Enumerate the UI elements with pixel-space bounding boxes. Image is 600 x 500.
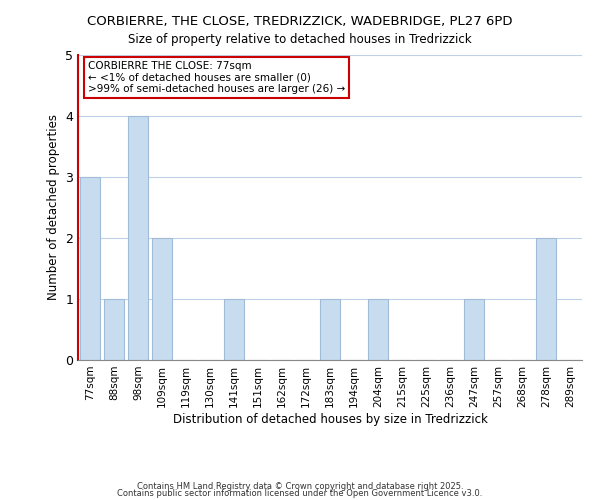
Bar <box>128 116 148 360</box>
X-axis label: Distribution of detached houses by size in Tredrizzick: Distribution of detached houses by size … <box>173 412 487 426</box>
Text: CORBIERRE, THE CLOSE, TREDRIZZICK, WADEBRIDGE, PL27 6PD: CORBIERRE, THE CLOSE, TREDRIZZICK, WADEB… <box>87 15 513 28</box>
Bar <box>464 299 484 360</box>
Text: Contains public sector information licensed under the Open Government Licence v3: Contains public sector information licen… <box>118 490 482 498</box>
Text: Size of property relative to detached houses in Tredrizzick: Size of property relative to detached ho… <box>128 32 472 46</box>
Text: CORBIERRE THE CLOSE: 77sqm
← <1% of detached houses are smaller (0)
>99% of semi: CORBIERRE THE CLOSE: 77sqm ← <1% of deta… <box>88 61 346 94</box>
Bar <box>368 299 388 360</box>
Bar <box>536 238 556 360</box>
Bar <box>152 238 172 360</box>
Text: Contains HM Land Registry data © Crown copyright and database right 2025.: Contains HM Land Registry data © Crown c… <box>137 482 463 491</box>
Bar <box>104 299 124 360</box>
Bar <box>80 177 100 360</box>
Bar <box>320 299 340 360</box>
Y-axis label: Number of detached properties: Number of detached properties <box>47 114 59 300</box>
Bar <box>224 299 244 360</box>
